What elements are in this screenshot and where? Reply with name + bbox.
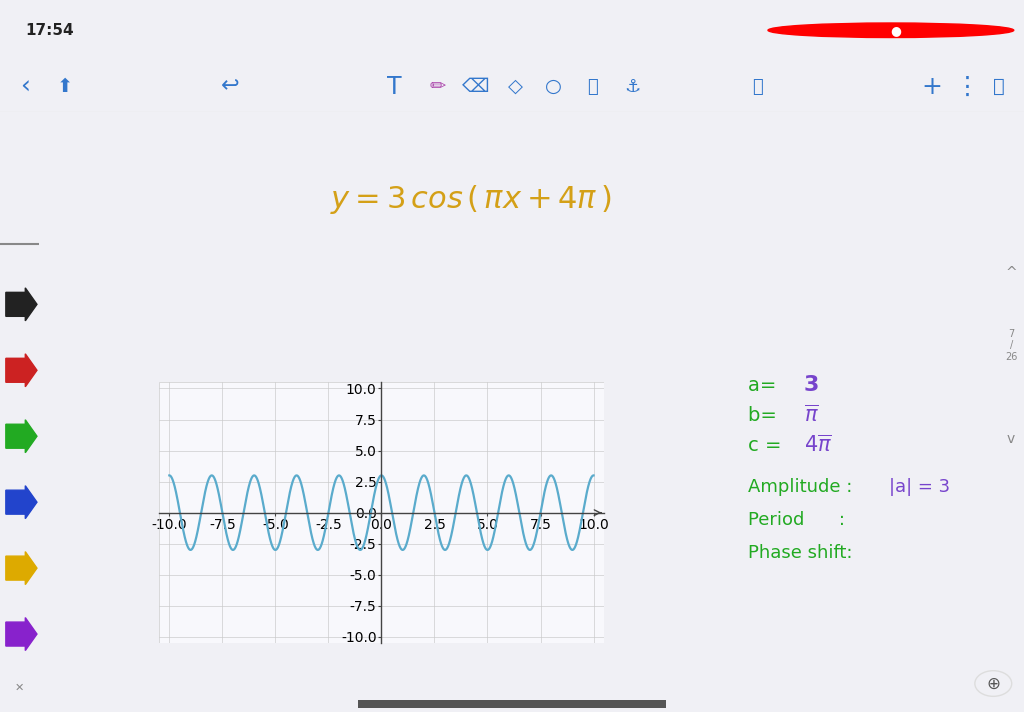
Text: ○: ○ [546,77,562,96]
Circle shape [768,23,1014,38]
Text: |a| = 3: |a| = 3 [889,478,950,496]
Text: 3: 3 [804,375,819,395]
Text: ✏: ✏ [429,77,445,96]
Text: ⌫: ⌫ [463,77,489,96]
Text: b=: b= [748,406,782,425]
FancyArrow shape [6,354,37,387]
Text: ⬜: ⬜ [992,77,1005,96]
Text: v: v [1007,431,1016,446]
Text: Amplitude :: Amplitude : [748,478,858,496]
Text: Period      :: Period : [748,511,845,529]
FancyArrow shape [6,617,37,651]
Text: c =: c = [748,436,787,455]
Text: ●: ● [891,23,901,37]
Text: ✋: ✋ [588,78,598,95]
Text: $y = 3\,cos\,(\,\pi x + 4\pi\,)$: $y = 3\,cos\,(\,\pi x + 4\pi\,)$ [331,183,611,216]
Text: ⚓: ⚓ [624,78,640,95]
Text: ⬆: ⬆ [56,77,73,96]
Text: 17:54: 17:54 [26,23,74,38]
Text: ‹: ‹ [20,75,31,98]
Text: T: T [387,75,401,98]
Text: ↩: ↩ [221,76,240,97]
Text: ◇: ◇ [508,77,522,96]
Text: ^: ^ [1006,266,1017,281]
Text: ⋮: ⋮ [955,75,980,98]
FancyArrow shape [6,486,37,518]
Text: a=: a= [748,376,782,394]
Text: ✕: ✕ [14,683,25,693]
Text: +: + [922,75,942,98]
FancyBboxPatch shape [328,699,696,709]
Text: Phase shift:: Phase shift: [748,544,852,562]
Text: 🎤: 🎤 [753,78,763,95]
Text: 7
/
26: 7 / 26 [1005,329,1018,362]
FancyArrow shape [6,420,37,453]
Text: ⊕: ⊕ [986,674,1000,693]
FancyArrow shape [6,552,37,585]
Text: $4\overline{\pi}$: $4\overline{\pi}$ [804,434,831,456]
FancyArrow shape [6,288,37,321]
Text: $\overline{\pi}$: $\overline{\pi}$ [804,404,818,426]
